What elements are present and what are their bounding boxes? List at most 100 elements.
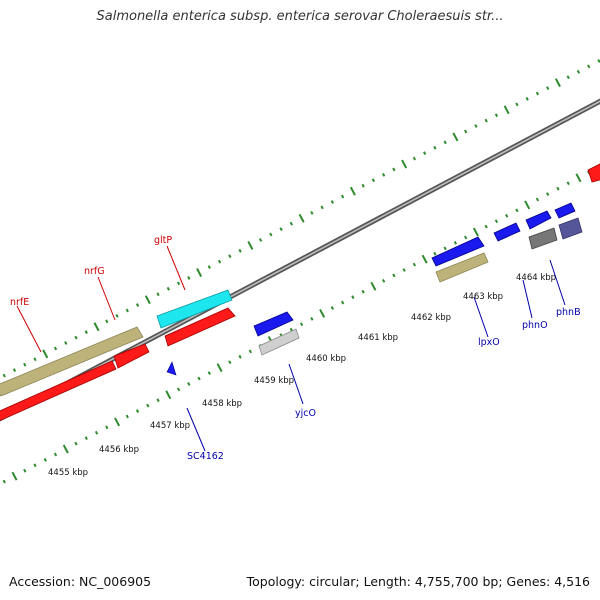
gene-red-nrfE: [0, 360, 117, 421]
minor-tick: [494, 219, 499, 224]
minor-tick: [546, 192, 550, 196]
scale-label-4455: 4455 kbp: [48, 468, 88, 478]
minor-tick: [238, 354, 242, 359]
minor-tick: [402, 268, 406, 272]
minor-tick: [43, 457, 47, 462]
minor-tick: [382, 278, 386, 283]
minor-tick: [423, 151, 427, 156]
gene-red-nrfG: [113, 343, 150, 369]
minor-tick: [320, 205, 324, 210]
minor-tick: [371, 178, 376, 183]
accession-text: Accession: NC_006905: [9, 574, 152, 589]
gene-slate-phnB: [558, 217, 583, 240]
minor-tick: [525, 97, 529, 101]
minor-tick: [269, 232, 273, 237]
minor-tick: [464, 129, 468, 134]
major-tick: [370, 281, 377, 291]
minor-tick: [453, 241, 458, 245]
minor-tick: [105, 425, 109, 430]
genome-summary-text: Topology: circular; Length: 4,755,700 bp…: [246, 574, 590, 589]
minor-tick: [310, 210, 314, 215]
minor-tick: [228, 254, 232, 259]
minor-tick: [433, 251, 437, 256]
minor-tick: [33, 463, 37, 468]
major-tick: [114, 417, 121, 427]
minor-tick: [258, 238, 263, 242]
scale-label-4457: 4457 kbp: [150, 421, 190, 431]
minor-tick: [392, 167, 396, 172]
minor-tick: [197, 376, 201, 381]
minor-tick: [248, 349, 252, 354]
minor-tick: [566, 181, 570, 186]
minor-tick: [443, 140, 447, 145]
major-tick: [319, 308, 326, 318]
minor-tick: [53, 346, 58, 351]
minor-tick: [166, 286, 170, 291]
major-tick: [247, 240, 254, 250]
major-tick: [401, 159, 408, 169]
minor-tick: [330, 306, 335, 310]
gene-cyan-gltP: [156, 289, 233, 329]
major-tick: [524, 200, 531, 210]
gene-blue-phnO-1: [493, 222, 521, 242]
gene-label-lpxO: lpxO: [478, 337, 500, 348]
minor-tick: [156, 398, 160, 403]
minor-tick: [23, 362, 27, 367]
minor-tick: [279, 227, 283, 231]
minor-tick: [23, 468, 27, 473]
minor-tick: [207, 371, 211, 375]
gene-label-SC4162: SC4162: [187, 451, 224, 462]
scale-label-4464: 4464 kbp: [516, 273, 556, 283]
major-tick: [165, 390, 172, 400]
minor-tick: [535, 197, 540, 202]
major-tick: [144, 295, 151, 305]
gene-olive-lpxO: [435, 252, 489, 283]
gene-label-gltP: gltP: [154, 235, 172, 246]
major-tick: [421, 254, 428, 264]
map-title: Salmonella enterica subsp. enterica sero…: [96, 9, 504, 24]
minor-tick: [176, 281, 181, 286]
gene-grey-yjcO: [258, 328, 300, 356]
minor-tick: [443, 246, 447, 251]
gene-darkgrey-phnO: [528, 227, 558, 250]
major-tick: [11, 471, 18, 481]
scale-label-4463: 4463 kbp: [463, 292, 503, 302]
minor-tick: [176, 387, 181, 392]
minor-tick: [505, 213, 509, 218]
major-tick: [472, 227, 479, 237]
minor-tick: [135, 409, 140, 413]
minor-tick: [125, 308, 129, 313]
minor-tick: [330, 200, 335, 204]
major-tick: [349, 186, 356, 196]
minor-tick: [84, 436, 88, 441]
minor-tick: [412, 262, 417, 267]
minor-tick: [556, 186, 560, 191]
minor-tick: [566, 75, 570, 80]
gene-blue-yjcO: [253, 311, 294, 337]
minor-tick: [515, 208, 519, 213]
minor-tick: [135, 303, 140, 307]
minor-tick: [361, 183, 365, 188]
gene-label-leaders: [16, 245, 566, 452]
gene-blue-lpxO: [431, 236, 485, 267]
minor-tick: [156, 292, 160, 297]
major-tick: [93, 322, 100, 332]
minor-tick: [74, 335, 78, 340]
major-tick: [196, 268, 203, 277]
minor-tick: [494, 113, 499, 118]
major-tick: [42, 349, 49, 359]
scale-label-4460: 4460 kbp: [306, 354, 346, 364]
minor-tick: [187, 382, 191, 386]
minor-tick: [340, 300, 345, 305]
gene-blue-phnO-2: [525, 210, 552, 230]
minor-tick: [361, 289, 365, 294]
major-tick: [503, 105, 510, 115]
gene-label-phnO: phnO: [522, 320, 548, 331]
minor-tick: [2, 479, 6, 484]
minor-tick: [115, 314, 119, 318]
major-tick: [452, 132, 459, 142]
gene-red-gltP: [164, 307, 236, 347]
minor-tick: [351, 295, 355, 300]
minor-tick: [2, 373, 6, 378]
